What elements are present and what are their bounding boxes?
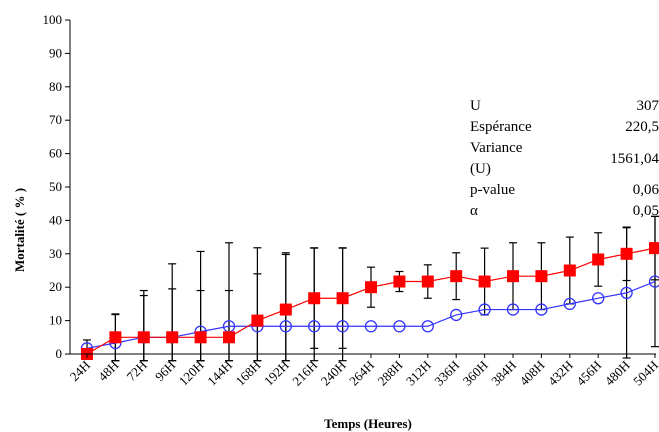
data-point-square [336, 292, 349, 305]
data-point-square [563, 264, 576, 277]
data-point-square [137, 331, 150, 344]
x-tick-label: 120H [176, 358, 207, 389]
stats-label: Espérance [470, 119, 532, 135]
data-point-square [507, 270, 519, 283]
data-point-circle [648, 275, 659, 288]
data-point-square [421, 275, 434, 288]
stats-label: α [470, 203, 478, 219]
data-point-square [251, 314, 264, 327]
y-tick-label: 100 [43, 12, 63, 27]
x-tick-label: 360H [460, 358, 491, 389]
x-tick-label: 336H [431, 358, 462, 389]
data-point-circle [592, 292, 605, 305]
data-point-square [279, 303, 292, 316]
y-tick-label: 80 [49, 79, 62, 94]
data-point-circle [506, 303, 520, 316]
x-axis-title: Temps (Heures) [324, 416, 412, 431]
x-tick-label: 312H [403, 358, 434, 389]
data-point-square [620, 247, 633, 260]
x-tick-label: 24H [67, 358, 93, 384]
stats-row: Variance (U) 1561,04 [470, 138, 659, 180]
data-point-circle [563, 297, 576, 311]
data-point-square [166, 331, 179, 344]
data-point-square [308, 292, 321, 305]
x-tick-label: 504H [630, 358, 659, 389]
y-tick-label: 70 [49, 112, 62, 127]
stats-label: Variance (U) [470, 140, 523, 177]
x-tick-label: 432H [545, 358, 576, 389]
stats-row: U 307 [470, 96, 659, 117]
y-tick-label: 20 [49, 279, 62, 294]
x-tick-label: 144H [204, 358, 235, 389]
x-tick-label: 480H [602, 358, 633, 389]
x-tick-label: 48H [95, 358, 121, 384]
y-tick-label: 0 [56, 346, 63, 361]
data-point-square [393, 275, 406, 288]
x-tick-label: 288H [374, 358, 405, 389]
data-point-circle [450, 308, 463, 322]
data-point-square [535, 270, 548, 283]
stats-row: p-value 0,06 [470, 180, 659, 201]
y-tick-label: 60 [49, 146, 62, 161]
y-tick-label: 10 [49, 313, 62, 328]
data-point-circle [393, 320, 406, 333]
stats-label: U [470, 98, 481, 114]
y-tick-label: 40 [49, 212, 62, 227]
data-point-circle [620, 286, 633, 300]
data-point-circle [279, 320, 292, 333]
data-point-circle [364, 320, 378, 333]
x-tick-label: 96H [152, 358, 178, 384]
x-tick-label: 240H [318, 358, 349, 389]
stats-value: 220,5 [625, 119, 659, 135]
statistics-table: U 307 Espérance 220,5 Variance (U) 1561,04 p-v… [470, 96, 659, 222]
data-point-square [194, 331, 207, 344]
x-tick-label: 72H [123, 358, 149, 384]
data-point-square [478, 275, 491, 288]
x-tick-label: 216H [289, 358, 320, 389]
data-point-circle [478, 303, 491, 316]
x-tick-label: 264H [346, 358, 377, 389]
stats-row: Espérance 220,5 [470, 117, 659, 138]
x-tick-label: 192H [261, 358, 292, 389]
x-tick-label: 456H [573, 358, 604, 389]
data-point-circle [308, 320, 321, 333]
data-point-circle [421, 320, 434, 333]
stats-label: p-value [470, 182, 515, 198]
y-tick-label: 50 [49, 179, 62, 194]
y-axis-title: Mortalité ( % ) [12, 188, 27, 272]
stats-value: 307 [636, 98, 659, 114]
stats-value: 0,05 [632, 203, 659, 219]
series-line [86, 280, 656, 349]
data-point-square [450, 270, 463, 283]
stats-value: 1561,04 [610, 150, 659, 167]
data-point-square [592, 253, 605, 266]
series-layer [80, 242, 659, 360]
x-tick-label: 408H [516, 358, 547, 389]
x-tick-label: 384H [488, 358, 519, 389]
data-point-circle [535, 303, 548, 316]
stats-row: α 0,05 [470, 201, 659, 222]
data-point-square [223, 331, 235, 344]
y-tick-label: 90 [49, 45, 62, 60]
data-point-square [109, 331, 122, 344]
y-tick-label: 30 [49, 246, 62, 261]
x-tick-label: 168H [232, 358, 263, 389]
data-point-square [365, 281, 377, 294]
data-point-square [649, 242, 659, 255]
stats-value: 0,06 [632, 182, 659, 198]
data-point-circle [336, 320, 349, 333]
